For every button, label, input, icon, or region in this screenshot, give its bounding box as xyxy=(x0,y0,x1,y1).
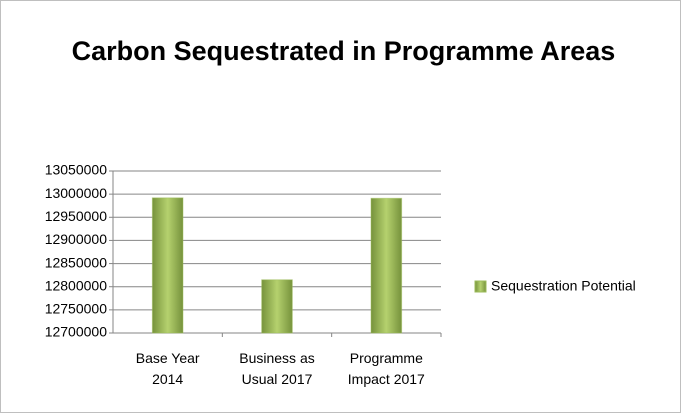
chart-title: Carbon Sequestrated in Programme Areas xyxy=(71,36,616,66)
y-tick-label: 12850000 xyxy=(45,254,108,270)
y-tick-label: 13050000 xyxy=(45,162,108,178)
y-tick-label: 12950000 xyxy=(45,208,108,224)
y-tick-label: 12750000 xyxy=(45,301,108,317)
x-tick-label: Programme Impact 2017 xyxy=(347,350,425,387)
x-tick-label: Business as Usual 2017 xyxy=(239,350,315,387)
legend-swatch xyxy=(474,280,487,293)
y-tick-label: 13000000 xyxy=(45,185,108,201)
y-tick-label: 12700000 xyxy=(45,324,108,340)
y-tick-label: 12800000 xyxy=(45,277,108,293)
x-tick-label: Base Year 2014 xyxy=(135,350,200,387)
bar xyxy=(370,197,403,334)
legend-label: Sequestration Potential xyxy=(491,278,636,294)
bar xyxy=(151,197,184,334)
y-tick-label: 12900000 xyxy=(45,231,108,247)
bar xyxy=(261,279,293,334)
